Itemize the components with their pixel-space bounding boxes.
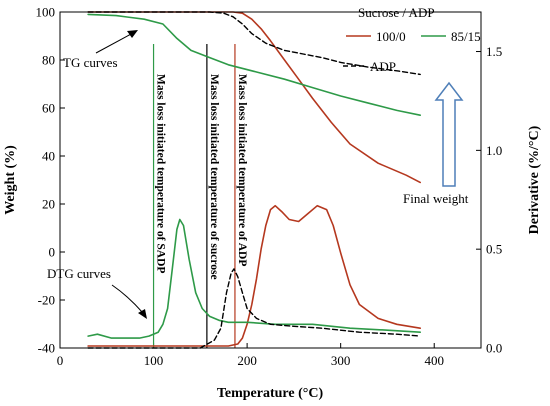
- y-left-tick-label: 60: [42, 101, 55, 116]
- plot-layer: 0 100 200 300 400 -40 -20 0 20 40 60 80 100 0.0 0.5 1.0…: [36, 5, 503, 369]
- x-tick-label: 100: [144, 353, 164, 368]
- series-dtg-85-15: [87, 218, 421, 339]
- annotation-dtg-curves: DTG curves: [47, 266, 111, 281]
- series-dtg-adp: [87, 268, 421, 349]
- vline-label-0: Mass loss initiated temperature of SADP: [155, 74, 167, 273]
- vline-label-2: Mass loss initiated temperature of ADP: [236, 74, 248, 266]
- y-left-tick-label: 100: [36, 5, 56, 20]
- legend-label-100-0: 100/0: [376, 29, 406, 44]
- tg-curves-arrow-head: [127, 30, 138, 38]
- x-tick-label: 0: [57, 353, 64, 368]
- y-left-tick-label: -40: [38, 341, 55, 356]
- legend: Sucrose / ADP 100/0 85/15: [346, 5, 481, 44]
- y-right-tick-label: 1.5: [486, 44, 502, 59]
- final-weight-arrow: [434, 81, 464, 187]
- dtg-curves-arrow-shaft: [111, 284, 144, 314]
- y-axis-left-title: Weight (%): [3, 145, 18, 215]
- y-right-tick-label: 0.5: [486, 242, 502, 257]
- x-axis-title: Temperature (°C): [217, 386, 324, 401]
- tg-curves-arrow-shaft: [95, 32, 134, 54]
- x-tick-label: 200: [237, 353, 257, 368]
- annotation-adp: ADP: [370, 59, 396, 74]
- y-left-tick-label: 20: [42, 197, 55, 212]
- legend-label-85-15: 85/15: [451, 29, 481, 44]
- series-tg-100-0: [87, 11, 421, 184]
- y-right-tick-label: 1.0: [486, 143, 502, 158]
- legend-title: Sucrose / ADP: [358, 5, 435, 20]
- vline-label-1: Mass loss initiated temperature of sucro…: [208, 74, 220, 280]
- y-left-tick-label: 80: [42, 53, 55, 68]
- y-right-tick-label: 0.0: [486, 341, 502, 356]
- y-left-tick-label: -20: [38, 293, 55, 308]
- y-left-tick-label: 40: [42, 149, 55, 164]
- series-tg-85-15: [87, 13, 421, 116]
- y-left-tick-label: 0: [49, 245, 56, 260]
- annotation-final-weight: Final weight: [403, 191, 469, 206]
- series-dtg-100-0: [87, 204, 421, 347]
- dtg-curves-arrow-head: [138, 309, 147, 319]
- x-tick-label: 400: [424, 353, 444, 368]
- plot-frame: [59, 11, 482, 349]
- y-axis-right-title: Derivative (%/°C): [527, 125, 542, 234]
- x-tick-label: 300: [331, 353, 351, 368]
- annotation-tg-curves: TG curves: [63, 55, 118, 70]
